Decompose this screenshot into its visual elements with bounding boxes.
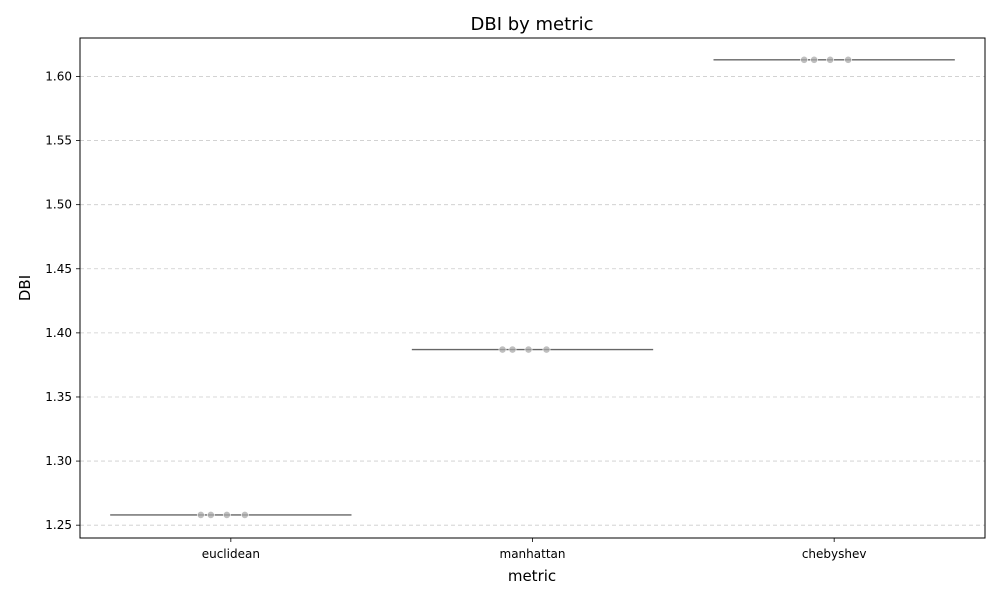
data-point-manhattan (498, 345, 507, 354)
data-point-euclidean (222, 511, 231, 519)
mark-layer (110, 55, 955, 519)
grid-layer (80, 76, 985, 526)
y-tick-label: 1.60 (45, 69, 72, 83)
x-tick-label-manhattan: manhattan (500, 547, 566, 561)
y-tick-label: 1.50 (45, 198, 72, 212)
data-point-chebyshev (810, 55, 819, 64)
y-tick-label: 1.35 (45, 390, 72, 404)
y-tick-label: 1.40 (45, 326, 72, 340)
y-tick-label: 1.30 (45, 454, 72, 468)
y-tick-label: 1.55 (45, 134, 72, 148)
x-axis-label: metric (508, 567, 556, 585)
data-point-euclidean (206, 511, 215, 519)
chart-title: DBI by metric (470, 14, 593, 35)
data-point-chebyshev (826, 55, 835, 64)
axis-layer: 1.25 1.30 1.35 1.40 1.45 1.50 1.55 1.60 euclidea… (45, 69, 866, 561)
data-point-chebyshev (844, 55, 853, 64)
data-point-manhattan (508, 345, 517, 354)
data-point-chebyshev (800, 55, 809, 64)
data-point-manhattan (524, 345, 533, 354)
plot-frame (79, 37, 986, 539)
y-tick-label: 1.25 (45, 518, 72, 532)
y-axis-label: DBI (16, 275, 34, 301)
data-point-euclidean (196, 511, 205, 519)
x-tick-label-chebyshev: chebyshev (802, 547, 867, 561)
y-tick-label: 1.45 (45, 262, 72, 276)
data-point-euclidean (240, 511, 249, 519)
data-point-manhattan (542, 345, 551, 354)
x-tick-label-euclidean: euclidean (202, 547, 260, 561)
